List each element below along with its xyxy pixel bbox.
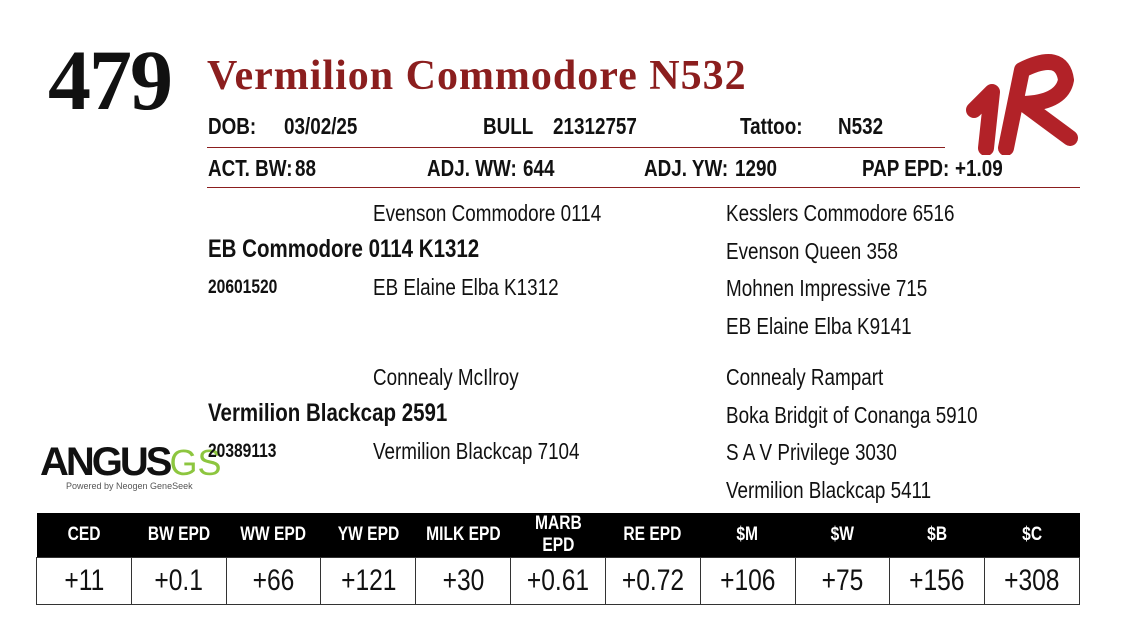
epd-header-row: CED BW EPD WW EPD YW EPD MILK EPD MARB EPD RE … [36, 513, 1080, 558]
epd-value-text: +156 [909, 564, 965, 597]
epd-header-text: $B [927, 524, 948, 545]
divider [207, 187, 1080, 188]
perf-label: ADJ. YW: [644, 155, 729, 181]
angus-logo: ANGUSGS Powered by Neogen GeneSeek [40, 440, 221, 491]
epd-value: +0.1 [130, 557, 227, 605]
epd-value-text: +121 [340, 564, 397, 597]
epd-header: MILK EPD [415, 513, 511, 558]
epd-table: CED BW EPD WW EPD YW EPD MILK EPD MARB EPD RE … [36, 513, 1080, 605]
perf-value: +1.09 [955, 155, 1003, 181]
epd-value: +106 [699, 557, 796, 605]
epd-value: +121 [320, 557, 417, 605]
epd-header-text: $M [736, 524, 759, 545]
parent-dam: Vermilion Blackcap 7104 [373, 438, 580, 464]
divider [207, 147, 945, 148]
grandparent: Kesslers Commodore 6516 [726, 200, 955, 226]
epd-value-text: +0.1 [154, 564, 203, 597]
epd-header-text: BW EPD [147, 524, 210, 545]
epd-header-text: CED [67, 524, 101, 545]
animal-name: Vermilion Commodore N532 [207, 53, 747, 99]
grandparent: Mohnen Impressive 715 [726, 275, 928, 301]
epd-value-text: +106 [719, 564, 776, 597]
epd-header: RE EPD [605, 513, 701, 558]
epd-value-text: +0.72 [621, 564, 684, 597]
epd-value: +75 [794, 557, 891, 605]
epd-value-text: +308 [1004, 564, 1060, 597]
lot-number: 479 [48, 32, 173, 128]
epd-header-text: MILK EPD [425, 524, 501, 545]
epd-header: $M [700, 513, 795, 558]
epd-value: +30 [415, 557, 512, 605]
dob-label: DOB: [208, 113, 257, 139]
sex: BULL [483, 113, 534, 139]
parent-name: Vermilion Blackcap 2591 [208, 399, 448, 427]
epd-value: +308 [984, 557, 1080, 605]
dob: 03/02/25 [284, 113, 358, 139]
registration: 21312757 [553, 113, 637, 139]
epd-value-text: +30 [442, 564, 485, 597]
brand-logo [966, 54, 1078, 155]
epd-header: WW EPD [226, 513, 321, 558]
epd-header: $W [795, 513, 890, 558]
tattoo-label: Tattoo: [740, 113, 803, 139]
epd-header-text: $W [830, 524, 855, 545]
epd-header: $B [889, 513, 985, 558]
epd-header: CED [36, 513, 132, 558]
epd-value-text: +66 [252, 564, 295, 597]
epd-value: +66 [225, 557, 322, 605]
epd-value: +0.72 [604, 557, 701, 605]
perf-label: ADJ. WW: [427, 155, 517, 181]
epd-header-text: $C [1022, 524, 1043, 545]
epd-header: MARB EPD [510, 513, 606, 558]
grandparent: EB Elaine Elba K9141 [726, 312, 912, 339]
epd-header-text: RE EPD [623, 524, 682, 545]
perf-label: ACT. BW: [208, 155, 293, 181]
parent-sire: Connealy McIlroy [373, 364, 519, 390]
parent-dam: EB Elaine Elba K1312 [373, 274, 559, 300]
epd-value-row: +11 +0.1 +66 +121 +30 +0.61 +0.72 +106 +75 +156 +3… [36, 557, 1080, 605]
grandparent: Evenson Queen 358 [726, 237, 898, 264]
epd-value-text: +0.61 [526, 564, 590, 597]
perf-value: 88 [295, 155, 316, 181]
epd-value: +0.61 [510, 557, 606, 605]
perf-value: 644 [523, 155, 555, 181]
parent-name: EB Commodore 0114 K1312 [208, 235, 480, 263]
grandparent: Vermilion Blackcap 5411 [726, 476, 932, 503]
epd-header: BW EPD [131, 513, 227, 558]
grandparent: Boka Bridgit of Conanga 5910 [726, 401, 978, 428]
epd-header-text: WW EPD [240, 524, 307, 545]
grandparent: Connealy Rampart [726, 364, 884, 390]
logo-tagline: Powered by Neogen GeneSeek [66, 481, 193, 491]
epd-value-text: +75 [821, 564, 864, 597]
epd-value: +156 [889, 557, 986, 605]
parent-sire: Evenson Commodore 0114 [373, 200, 602, 226]
parent-registration: 20601520 [208, 277, 278, 298]
perf-value: 1290 [735, 155, 777, 181]
logo-text: ANGUS [40, 440, 172, 484]
epd-value: +11 [36, 557, 132, 605]
epd-header-text: YW EPD [337, 524, 400, 545]
perf-label: PAP EPD: [862, 155, 950, 181]
grandparent: S A V Privilege 3030 [726, 439, 897, 465]
epd-header: $C [984, 513, 1080, 558]
epd-value-text: +11 [63, 564, 104, 597]
epd-header: YW EPD [320, 513, 416, 558]
tattoo: N532 [838, 113, 884, 139]
parent-registration: 20389113 [208, 441, 277, 462]
epd-header-text: MARB EPD [534, 513, 582, 556]
logo-accent: GS [169, 442, 222, 483]
